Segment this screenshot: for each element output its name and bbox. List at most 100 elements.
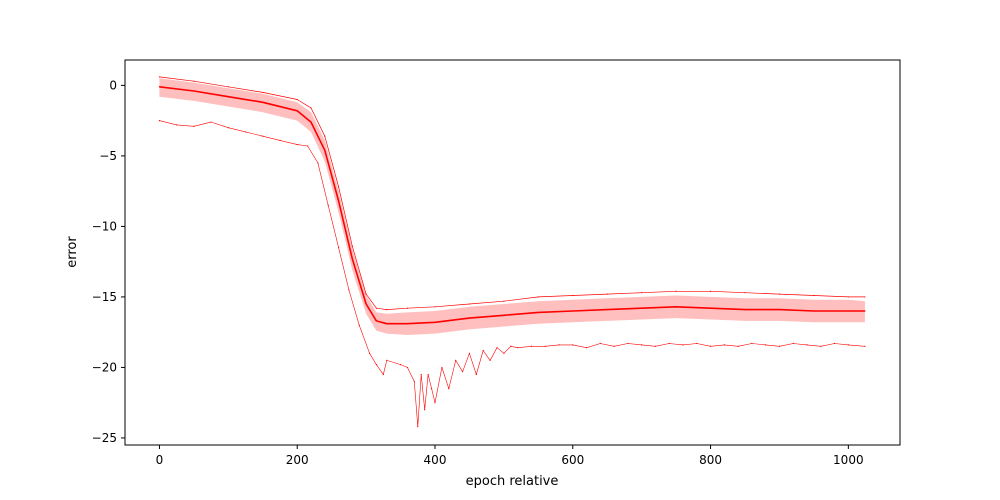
mean-data-point [434, 321, 436, 323]
max-data-point [227, 86, 229, 88]
min-data-point [496, 347, 498, 349]
min-data-point [227, 127, 229, 129]
min-data-point [420, 373, 422, 376]
max-data-point [310, 107, 312, 109]
y-axis: 0 −5 −10 −15 −20 −25 [92, 78, 125, 445]
mean-data-point [296, 110, 298, 112]
y-tick-label: −10 [92, 219, 117, 233]
min-data-point [558, 344, 560, 346]
mean-data-point [537, 311, 539, 314]
max-data-point [351, 245, 353, 247]
min-data-point [193, 125, 195, 127]
min-data-point [668, 342, 670, 345]
min-data-point [441, 366, 443, 369]
max-data-point [847, 296, 849, 298]
min-data-point [641, 344, 643, 346]
max-data-point [468, 303, 471, 305]
max-data-point [434, 306, 436, 308]
min-data-point [489, 359, 491, 361]
max-data-point [778, 293, 781, 295]
mean-data-point [158, 86, 161, 88]
plot-frame [124, 59, 901, 446]
x-tick-label: 800 [699, 453, 722, 467]
y-tick-label: −25 [92, 431, 117, 445]
min-data-point [765, 344, 767, 346]
x-axis: 0 200 400 600 800 1000 [156, 445, 864, 467]
mean-data-point [503, 314, 505, 316]
x-axis-label: epoch relative [466, 474, 559, 489]
min-data-point [723, 344, 725, 346]
min-data-point [279, 139, 281, 141]
min-data-point [847, 344, 849, 346]
mean-data-point [375, 320, 378, 322]
min-data-point [413, 380, 415, 383]
min-data-point [544, 345, 546, 347]
min-data-point [455, 359, 457, 361]
mean-data-point [641, 307, 643, 309]
max-data-point [744, 292, 746, 294]
x-tick-label: 400 [424, 453, 447, 467]
max-data-point [606, 293, 608, 295]
min-data-point [864, 345, 866, 347]
max-data-point [813, 294, 815, 297]
mean-data-point [351, 258, 353, 260]
min-data-point [348, 289, 350, 291]
min-data-point [475, 373, 477, 376]
max-data-point [406, 307, 409, 309]
plot-area [158, 76, 866, 428]
y-tick-label: −15 [92, 290, 117, 304]
min-data-point [434, 402, 436, 404]
min-data-point [406, 366, 409, 369]
max-data-point [386, 309, 388, 311]
mean-data-point [337, 200, 340, 202]
max-data-point [864, 296, 866, 298]
min-data-point [210, 121, 212, 123]
min-data-point [820, 345, 822, 347]
min-data-point [448, 387, 450, 390]
min-data-point [517, 347, 519, 349]
max-data-point [324, 135, 326, 137]
min-data-point [244, 131, 247, 133]
max-data-point [537, 296, 539, 298]
min-data-point [424, 409, 426, 411]
min-data-point [778, 345, 781, 347]
min-data-point [682, 344, 684, 346]
mean-data-point [310, 121, 312, 123]
x-tick-label: 1000 [833, 453, 864, 467]
mean-data-point [847, 310, 849, 312]
min-data-point [327, 204, 329, 206]
y-axis-label: error [65, 236, 80, 268]
min-data-point [613, 345, 615, 347]
max-data-point [365, 293, 367, 295]
confidence-band [159, 78, 865, 336]
min-data-point [368, 352, 371, 354]
min-data-point [176, 124, 178, 126]
min-data-point [427, 373, 429, 376]
mean-data-point [468, 317, 471, 319]
mean-data-point [572, 310, 574, 312]
mean-data-point [227, 96, 229, 98]
y-tick-label: −5 [99, 149, 117, 163]
mean-data-point [864, 310, 866, 312]
min-data-point [399, 364, 402, 366]
max-data-point [193, 80, 195, 82]
min-data-point [482, 349, 484, 352]
min-data-point [317, 162, 319, 164]
min-data-point [572, 344, 574, 346]
mean-data-point [744, 309, 746, 311]
mean-data-point [813, 310, 815, 312]
y-tick-label: 0 [109, 78, 117, 92]
mean-data-point [193, 90, 195, 92]
max-data-point [675, 290, 677, 292]
min-data-point [751, 342, 753, 345]
min-data-point [417, 426, 419, 428]
max-data-point [572, 294, 574, 297]
min-data-point [386, 359, 388, 361]
mean-data-point [406, 323, 409, 325]
min-data-point [430, 387, 433, 390]
min-data-point [530, 345, 533, 347]
mean-data-point [778, 309, 781, 311]
x-tick-label: 600 [561, 453, 584, 467]
min-data-point [468, 352, 471, 354]
